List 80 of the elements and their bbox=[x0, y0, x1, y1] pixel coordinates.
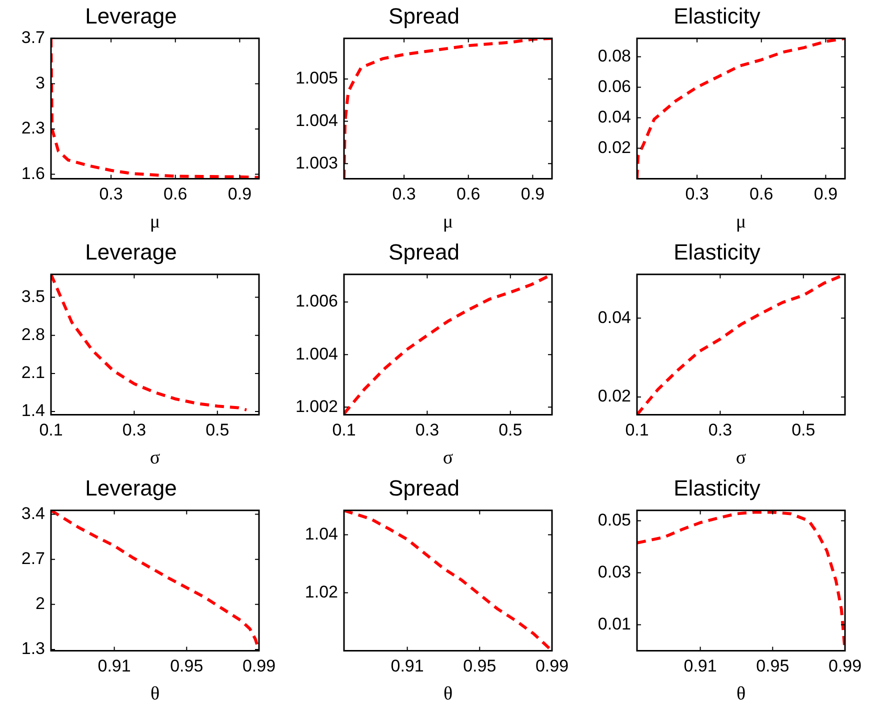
x-tick-label: 0.91 bbox=[98, 656, 131, 676]
line-series bbox=[344, 38, 552, 179]
x-axis-title: μ bbox=[442, 212, 454, 233]
y-tick-label: 1.3 bbox=[21, 639, 45, 658]
line-series bbox=[51, 38, 259, 179]
x-axis-title: θ bbox=[443, 684, 453, 705]
chart-title: Elasticity bbox=[674, 3, 760, 28]
x-tick-label: 0.95 bbox=[170, 656, 204, 676]
x-tick-label: 0.95 bbox=[756, 656, 790, 676]
y-tick-label: 0.04 bbox=[598, 308, 631, 327]
chart-title: Elasticity bbox=[674, 475, 760, 500]
chart-title: Leverage bbox=[85, 475, 177, 500]
x-axis-title: σ bbox=[442, 448, 454, 469]
chart-title: Spread bbox=[388, 3, 460, 28]
y-tick-label: 0.08 bbox=[598, 46, 631, 66]
y-tick-label: 1.004 bbox=[295, 110, 338, 130]
x-tick-label: 0.3 bbox=[122, 420, 146, 440]
chart-title: Leverage bbox=[85, 3, 177, 28]
x-tick-label: 0.5 bbox=[792, 420, 816, 440]
x-tick-label: 0.99 bbox=[535, 656, 569, 676]
line-series bbox=[51, 274, 248, 412]
y-tick-label: 1.02 bbox=[304, 582, 338, 602]
y-tick-label: 1.006 bbox=[295, 292, 338, 311]
y-tick-label: 3.7 bbox=[21, 28, 45, 48]
y-tick-label: 1.6 bbox=[21, 164, 45, 183]
y-tick-label: 0.03 bbox=[598, 562, 631, 582]
x-axis-title: μ bbox=[736, 212, 746, 233]
x-tick-label: 0.9 bbox=[520, 184, 545, 204]
x-axis-title: σ bbox=[736, 448, 746, 469]
x-tick-label: 0.9 bbox=[814, 184, 838, 204]
y-tick-label: 3.4 bbox=[21, 504, 45, 523]
x-tick-label: 0.95 bbox=[463, 656, 496, 676]
y-tick-label: 0.02 bbox=[598, 138, 631, 157]
y-tick-label: 2.3 bbox=[21, 118, 45, 138]
x-axis-title: μ bbox=[150, 212, 160, 233]
x-tick-label: 0.6 bbox=[750, 184, 774, 204]
x-tick-label: 0.1 bbox=[332, 420, 356, 440]
x-tick-label: 0.6 bbox=[456, 184, 480, 204]
x-tick-label: 0.1 bbox=[39, 420, 63, 440]
x-tick-label: 0.91 bbox=[390, 656, 424, 676]
x-tick-label: 0.3 bbox=[685, 184, 709, 204]
y-tick-label: 0.01 bbox=[598, 614, 631, 634]
x-tick-label: 0.6 bbox=[164, 184, 188, 204]
y-tick-label: 1.002 bbox=[295, 396, 338, 416]
line-series bbox=[344, 274, 552, 415]
y-tick-label: 1.003 bbox=[295, 153, 338, 172]
y-tick-label: 1.4 bbox=[21, 401, 45, 420]
y-tick-label: 0.02 bbox=[598, 386, 631, 406]
y-tick-label: 3 bbox=[36, 73, 45, 92]
chart-title: Elasticity bbox=[674, 239, 760, 264]
x-tick-label: 0.9 bbox=[228, 184, 252, 204]
x-tick-label: 0.99 bbox=[828, 656, 862, 676]
x-tick-label: 0.5 bbox=[498, 420, 522, 440]
x-tick-label: 0.91 bbox=[684, 656, 717, 676]
x-tick-label: 0.1 bbox=[625, 420, 649, 440]
x-tick-label: 0.99 bbox=[242, 656, 276, 676]
y-tick-label: 1.04 bbox=[304, 524, 338, 544]
y-tick-label: 3.5 bbox=[21, 286, 45, 306]
x-tick-label: 0.3 bbox=[415, 420, 440, 440]
x-axis-title: σ bbox=[150, 448, 160, 469]
x-tick-label: 0.3 bbox=[99, 184, 123, 204]
y-tick-label: 2.7 bbox=[21, 549, 45, 568]
y-tick-label: 1.004 bbox=[295, 344, 338, 364]
x-tick-label: 0.5 bbox=[206, 420, 230, 440]
chart-title: Spread bbox=[388, 239, 460, 264]
line-series bbox=[637, 38, 845, 179]
chart-title: Leverage bbox=[85, 239, 177, 264]
y-tick-label: 2 bbox=[36, 594, 45, 614]
line-series bbox=[344, 510, 552, 651]
x-tick-label: 0.3 bbox=[708, 420, 732, 440]
x-tick-label: 0.3 bbox=[392, 184, 416, 204]
y-tick-label: 0.04 bbox=[598, 107, 631, 126]
y-tick-label: 0.05 bbox=[598, 510, 631, 530]
chart-title: Spread bbox=[388, 475, 460, 500]
y-tick-label: 1.005 bbox=[295, 68, 338, 88]
y-tick-label: 2.8 bbox=[21, 325, 45, 344]
x-axis-title: θ bbox=[150, 684, 160, 705]
y-tick-label: 0.06 bbox=[598, 76, 631, 96]
x-axis-title: θ bbox=[736, 684, 746, 705]
y-tick-label: 2.1 bbox=[21, 363, 45, 382]
